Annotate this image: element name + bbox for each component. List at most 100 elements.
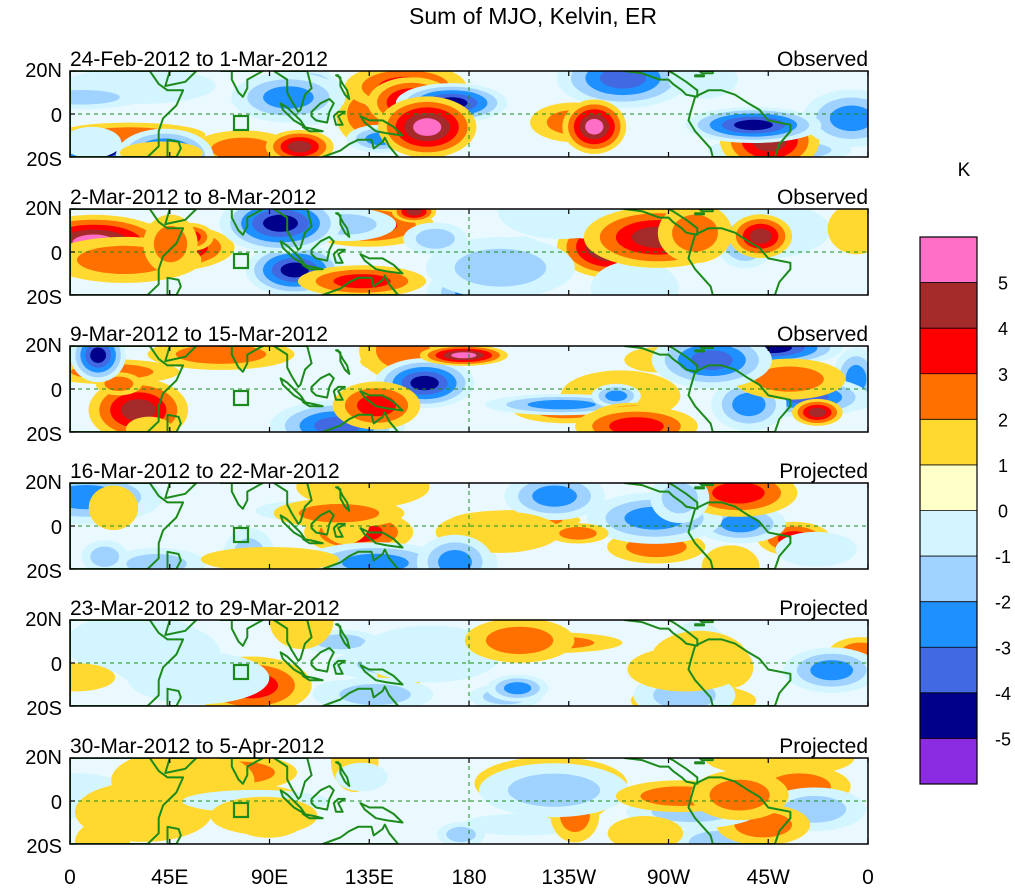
coastline — [359, 802, 404, 824]
coastline — [166, 138, 182, 157]
anomaly-contour — [210, 796, 318, 835]
coastline — [698, 620, 714, 624]
coastline — [332, 385, 346, 401]
coastline — [332, 797, 346, 813]
colorbar-swatch — [920, 510, 977, 557]
coastline — [310, 647, 335, 673]
panel-status: Observed — [777, 48, 868, 71]
lon-tick-label: 180 — [451, 866, 486, 889]
anomaly-contour — [454, 248, 547, 287]
map-panel: 20N 0 20S 2-Mar-2012 to 8-Mar-2012 Observed — [25, 186, 869, 309]
anomaly-contour — [808, 407, 827, 418]
coastline — [687, 364, 792, 432]
coastline — [164, 209, 198, 226]
panel-date-range: 24-Feb-2012 to 1-Mar-2012 — [70, 48, 328, 71]
coastline — [687, 89, 792, 157]
coastline — [301, 263, 324, 271]
anomaly-contour — [280, 262, 309, 278]
panel-date-range: 23-Mar-2012 to 29-Mar-2012 — [70, 597, 340, 620]
lat-tick-label: 0 — [51, 243, 62, 265]
reference-box — [232, 526, 250, 544]
coastline — [310, 785, 335, 811]
lon-tick-label: 90W — [647, 866, 690, 889]
anomaly-contour — [287, 140, 312, 153]
colorbar-tick-label: -5 — [995, 729, 1011, 749]
coastline — [687, 776, 792, 844]
coastline — [219, 758, 264, 785]
coastline — [310, 235, 335, 262]
anomaly-contour — [339, 684, 411, 705]
anomaly-contour — [585, 118, 604, 135]
coastline — [687, 227, 792, 295]
anomaly-contour — [607, 816, 684, 844]
coastline — [623, 346, 699, 373]
coastline — [164, 346, 198, 363]
coastline — [694, 623, 705, 627]
lat-tick-label: 20S — [26, 698, 62, 720]
lat-tick-label: 20N — [25, 60, 62, 82]
anomaly-contour — [90, 546, 120, 567]
coastline — [272, 620, 313, 662]
coastline — [332, 522, 346, 538]
coastline — [272, 758, 313, 800]
anomaly-contour — [90, 347, 106, 363]
colorbar-tick-label: 0 — [998, 502, 1008, 522]
coastline — [335, 349, 351, 375]
coastline — [70, 483, 185, 569]
figure-title: Sum of MJO, Kelvin, ER — [409, 3, 657, 29]
colorbar-frame — [919, 236, 978, 785]
coastline — [272, 483, 313, 525]
colorbar-swatch — [920, 738, 977, 785]
anomaly-contour — [532, 485, 577, 507]
anomaly-contour — [712, 483, 765, 504]
anomaly-contour — [709, 779, 770, 811]
colorbar-swatch — [920, 601, 977, 648]
coastline — [310, 372, 335, 399]
lon-tick-label: 0 — [862, 866, 874, 889]
anomaly-contour — [342, 553, 409, 569]
colorbar-swatch — [920, 328, 977, 375]
lon-tick-label: 0 — [64, 866, 76, 889]
colorbar-tick-label: 4 — [998, 319, 1008, 339]
reference-box — [232, 252, 250, 270]
coastline — [219, 346, 264, 373]
coastline — [310, 509, 335, 536]
coastline — [70, 209, 185, 295]
reference-box — [232, 801, 250, 819]
coastline — [272, 71, 313, 113]
coastlines — [70, 346, 792, 432]
anomaly-contour — [446, 826, 476, 843]
anomaly-contour — [211, 137, 275, 157]
anomaly-contour — [175, 346, 267, 364]
anomaly-contour — [406, 209, 422, 216]
colorbar-tick-label: 3 — [998, 365, 1008, 385]
coastline — [687, 501, 792, 569]
coastline — [164, 758, 198, 774]
anomaly-contour — [121, 399, 156, 422]
coastline — [321, 136, 400, 157]
anomaly-contour — [507, 773, 601, 807]
coastlines — [70, 483, 792, 569]
coastline — [332, 110, 346, 126]
anomaly-contour — [775, 531, 857, 567]
map-panel: 20N 0 20S 24-Feb-2012 to 1-Mar-2012 Observed — [25, 48, 869, 171]
anomaly-contour — [829, 105, 868, 132]
lat-tick-label: 0 — [51, 380, 62, 402]
coastline — [219, 620, 264, 647]
lon-tick-label: 45W — [747, 866, 790, 889]
coastline — [166, 413, 182, 432]
lat-tick-label: 0 — [51, 105, 62, 127]
coastlines — [70, 71, 792, 157]
anomaly-contour — [410, 375, 439, 391]
coastline — [272, 346, 313, 388]
colorbar-swatch — [920, 282, 977, 329]
coastline — [623, 620, 699, 647]
coastline — [623, 209, 699, 236]
coastline — [687, 638, 792, 706]
anomaly-contour — [755, 366, 824, 392]
anomaly-contour — [701, 545, 760, 569]
colorbar-tick-label: 5 — [998, 274, 1008, 294]
anomaly-contour — [153, 225, 188, 263]
anomaly-contour — [527, 399, 596, 410]
